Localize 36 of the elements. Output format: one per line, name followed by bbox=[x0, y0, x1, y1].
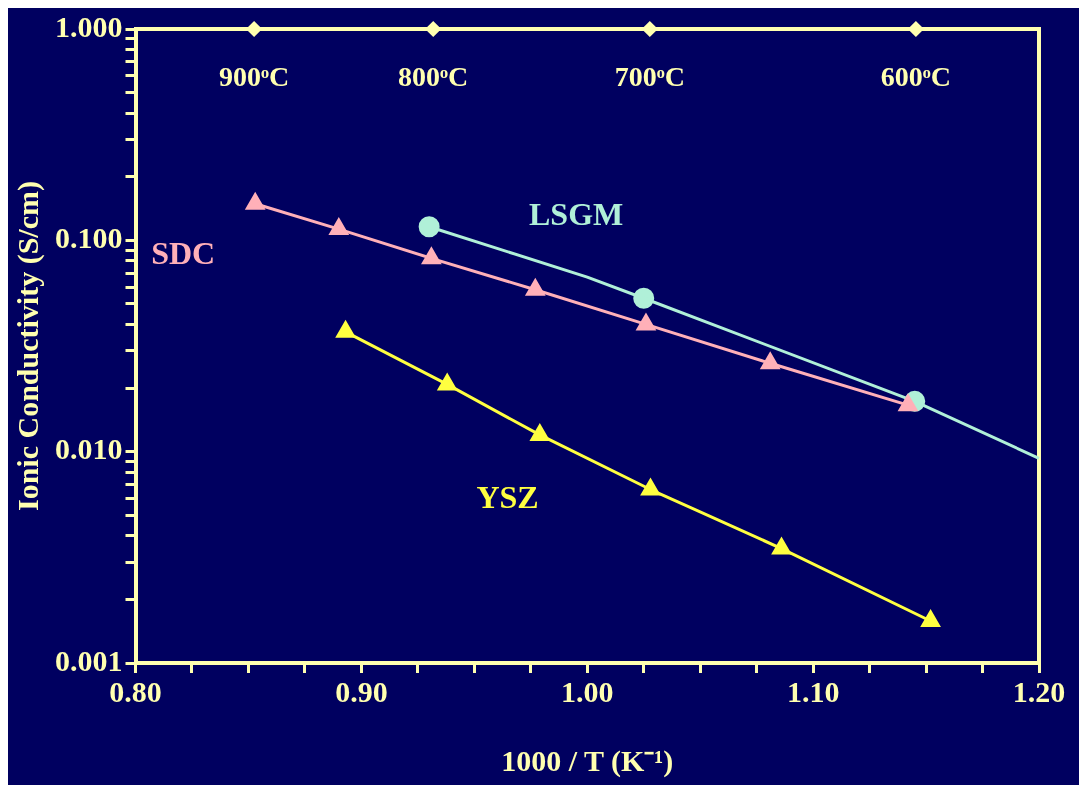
point bbox=[772, 538, 791, 555]
series-label: SDC bbox=[151, 235, 216, 271]
point bbox=[437, 373, 457, 391]
annotation: 900ᵒC bbox=[218, 61, 290, 93]
point bbox=[526, 279, 545, 296]
point bbox=[246, 21, 262, 37]
x-tick-label: 1.20 bbox=[1012, 674, 1066, 708]
x-axis-title: 1000 / T (K⁻¹) bbox=[501, 743, 674, 778]
point bbox=[418, 216, 440, 238]
point bbox=[530, 424, 550, 441]
point bbox=[329, 218, 349, 236]
y-tick-label: 1.000 bbox=[55, 9, 123, 43]
point bbox=[336, 321, 355, 338]
x-tick-label: 0.80 bbox=[109, 674, 162, 708]
annotation: 700ᵒC bbox=[614, 61, 685, 93]
point bbox=[760, 352, 780, 370]
x-tick-label: 1.10 bbox=[786, 674, 840, 708]
annotation: 800ᵒC bbox=[398, 61, 469, 93]
point bbox=[422, 247, 441, 265]
point bbox=[908, 21, 924, 37]
y-tick-label: 0.001 bbox=[55, 643, 123, 677]
y-tick-label: 0.100 bbox=[55, 221, 123, 255]
annotation: 600ᵒC bbox=[880, 61, 952, 93]
x-tick-label: 0.90 bbox=[335, 674, 388, 708]
x-tick-label: 1.00 bbox=[561, 674, 614, 708]
point bbox=[641, 479, 660, 496]
point bbox=[921, 610, 940, 628]
y-axis-title: Ionic Conductivity (S/cm) bbox=[10, 181, 45, 511]
point bbox=[636, 313, 656, 331]
series-label: LSGM bbox=[529, 195, 624, 232]
point bbox=[245, 193, 265, 210]
point bbox=[425, 21, 441, 37]
point bbox=[642, 21, 658, 37]
point bbox=[898, 394, 918, 412]
y-tick-label: 0.010 bbox=[55, 432, 123, 466]
series-label: YSZ bbox=[476, 479, 539, 516]
